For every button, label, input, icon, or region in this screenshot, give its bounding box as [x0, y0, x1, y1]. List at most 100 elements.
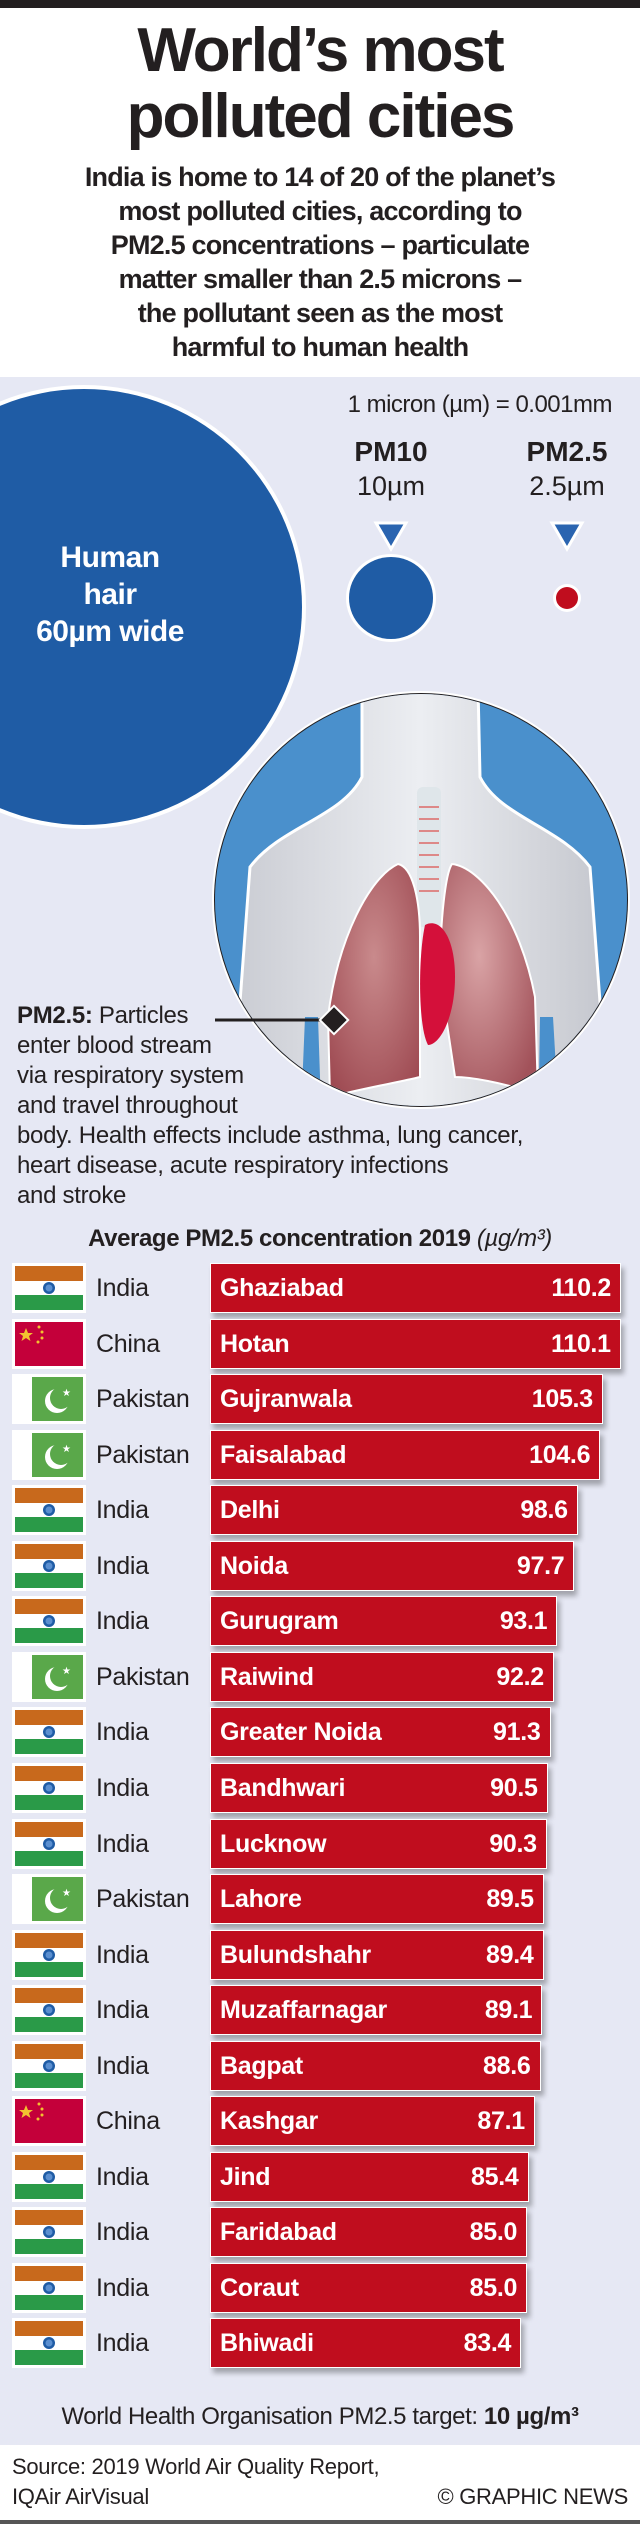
flag [12, 2262, 86, 2313]
graphic-panel: 1 micron (µm) = 0.001mm PM10 10µm PM2.5 … [0, 377, 640, 2445]
country-label: India [96, 2218, 149, 2247]
india-flag-icon [15, 2154, 83, 2199]
note-line: PM2.5: Particles [17, 1001, 523, 1031]
hair-label-line: hair [83, 578, 137, 611]
country-label: India [96, 1496, 149, 1525]
svg-text:★: ★ [62, 1388, 71, 1399]
bar: Lucknow 90.3 [210, 1818, 547, 1869]
bar: Gurugram 93.1 [210, 1596, 558, 1647]
bar-row: India Lucknow 90.3 [0, 1818, 640, 1869]
note-line: and travel throughout [17, 1092, 238, 1119]
flag [12, 1818, 86, 1869]
city-label: Bulundshahr [220, 1940, 371, 1969]
country-label: Pakistan [96, 1662, 190, 1691]
human-hair-label: Human hair 60µm wide [30, 539, 190, 650]
flag [12, 2318, 86, 2369]
value-label: 104.6 [529, 1440, 591, 1469]
city-label: Delhi [220, 1496, 280, 1525]
country-label: China [96, 2107, 160, 2136]
bar-row: India Muzaffarnagar 89.1 [0, 1985, 640, 2036]
bar: Lahore 89.5 [210, 1874, 544, 1925]
pm25-pointer-icon [549, 521, 585, 553]
city-label: Faisalabad [220, 1440, 347, 1469]
bar: Hotan 110.1 [210, 1318, 621, 1369]
country-label: India [96, 2329, 149, 2358]
flag [12, 1485, 86, 1536]
title-line: polluted cities [126, 82, 516, 151]
city-label: Muzaffarnagar [220, 1996, 387, 2025]
country-label: India [96, 1996, 149, 2025]
pm10-circle [349, 557, 433, 639]
value-label: 85.0 [469, 2273, 518, 2302]
bar: Ghaziabad 110.2 [210, 1263, 621, 1313]
value-label: 105.3 [531, 1385, 593, 1414]
pm25-health-note: PM2.5: Particles enter blood stream via … [17, 1001, 523, 1211]
source: Source: 2019 World Air Quality Report, I… [12, 2452, 380, 2512]
value-label: 90.5 [490, 1773, 538, 1802]
city-label: Raiwind [220, 1662, 314, 1691]
country-label: India [96, 1607, 149, 1636]
pakistan-flag-icon: ★ [15, 1877, 83, 1922]
bar-row: India Bandhwari 90.5 [0, 1762, 640, 1813]
city-label: Faridabad [220, 2218, 337, 2247]
bar: Muzaffarnagar 89.1 [210, 1985, 543, 2036]
bar: Faisalabad 104.6 [210, 1429, 601, 1480]
value-label: 98.6 [520, 1496, 568, 1525]
subtitle-line: PM2.5 concentrations – particulate [110, 230, 530, 260]
country-label: Pakistan [96, 1385, 190, 1414]
value-label: 110.2 [551, 1274, 611, 1302]
bar-row: India Bhiwadi 83.4 [0, 2318, 640, 2369]
who-target: World Health Organisation PM2.5 target: … [0, 2403, 640, 2431]
flag: ★ [12, 1874, 86, 1925]
chart-title: Average PM2.5 concentration 2019 (µg/m³) [0, 1225, 640, 1253]
value-label: 85.4 [471, 2162, 519, 2191]
bar: Bhiwadi 83.4 [210, 2318, 522, 2369]
flag [12, 1318, 86, 1369]
india-flag-icon [15, 1821, 83, 1866]
city-label: Gujranwala [220, 1385, 352, 1414]
country-label: India [96, 1718, 149, 1747]
bar: Delhi 98.6 [210, 1485, 578, 1536]
country-label: India [96, 1940, 149, 1969]
source-line: Source: 2019 World Air Quality Report, [12, 2454, 380, 2479]
country-label: India [96, 2162, 149, 2191]
city-label: Lucknow [220, 1829, 327, 1858]
note-line: and stroke [17, 1182, 127, 1209]
heart [420, 923, 455, 1045]
city-label: Noida [220, 1551, 288, 1580]
subtitle-line: India is home to 14 of 20 of the planet’… [84, 162, 556, 192]
flag [12, 1540, 86, 1591]
human-body-illustration [215, 694, 627, 1106]
city-label: Coraut [220, 2273, 299, 2302]
bar-row: ★ Pakistan Gujranwala 105.3 [0, 1374, 640, 1425]
subtitle: India is home to 14 of 20 of the planet’… [0, 160, 640, 364]
bar-row: India Ghaziabad 110.2 [0, 1263, 640, 1313]
bar-row: India Bulundshahr 89.4 [0, 1929, 640, 1980]
bar: Gujranwala 105.3 [210, 1374, 603, 1425]
country-label: India [96, 2051, 149, 2080]
india-flag-icon [15, 1543, 83, 1588]
flag [12, 1985, 86, 2036]
bar: Bulundshahr 89.4 [210, 1929, 544, 1980]
city-label: Bandhwari [220, 1773, 346, 1802]
hair-label-line: 60µm wide [36, 615, 184, 648]
country-label: China [96, 1329, 160, 1358]
top-rule [0, 0, 640, 8]
pakistan-flag-icon: ★ [15, 1432, 83, 1477]
pm10-pointer-icon [373, 521, 409, 553]
bar: Noida 97.7 [210, 1540, 575, 1591]
value-label: 92.2 [496, 1662, 544, 1691]
credit: © GRAPHIC NEWS [437, 2484, 629, 2509]
city-label: Gurugram [220, 1607, 339, 1636]
flag [12, 2151, 86, 2202]
value-label: 89.5 [486, 1885, 534, 1914]
city-label: Hotan [220, 1329, 290, 1358]
country-label: India [96, 1274, 149, 1302]
bar: Bagpat 88.6 [210, 2040, 541, 2091]
pointer-diamond-icon [318, 1004, 350, 1036]
chart-title-text: Average PM2.5 concentration 2019 [88, 1225, 471, 1252]
pm10-name: PM10 [354, 436, 428, 467]
india-flag-icon [15, 1488, 83, 1533]
note-line: heart disease, acute respiratory infecti… [17, 1152, 449, 1179]
bar: Greater Noida 91.3 [210, 1707, 551, 1758]
